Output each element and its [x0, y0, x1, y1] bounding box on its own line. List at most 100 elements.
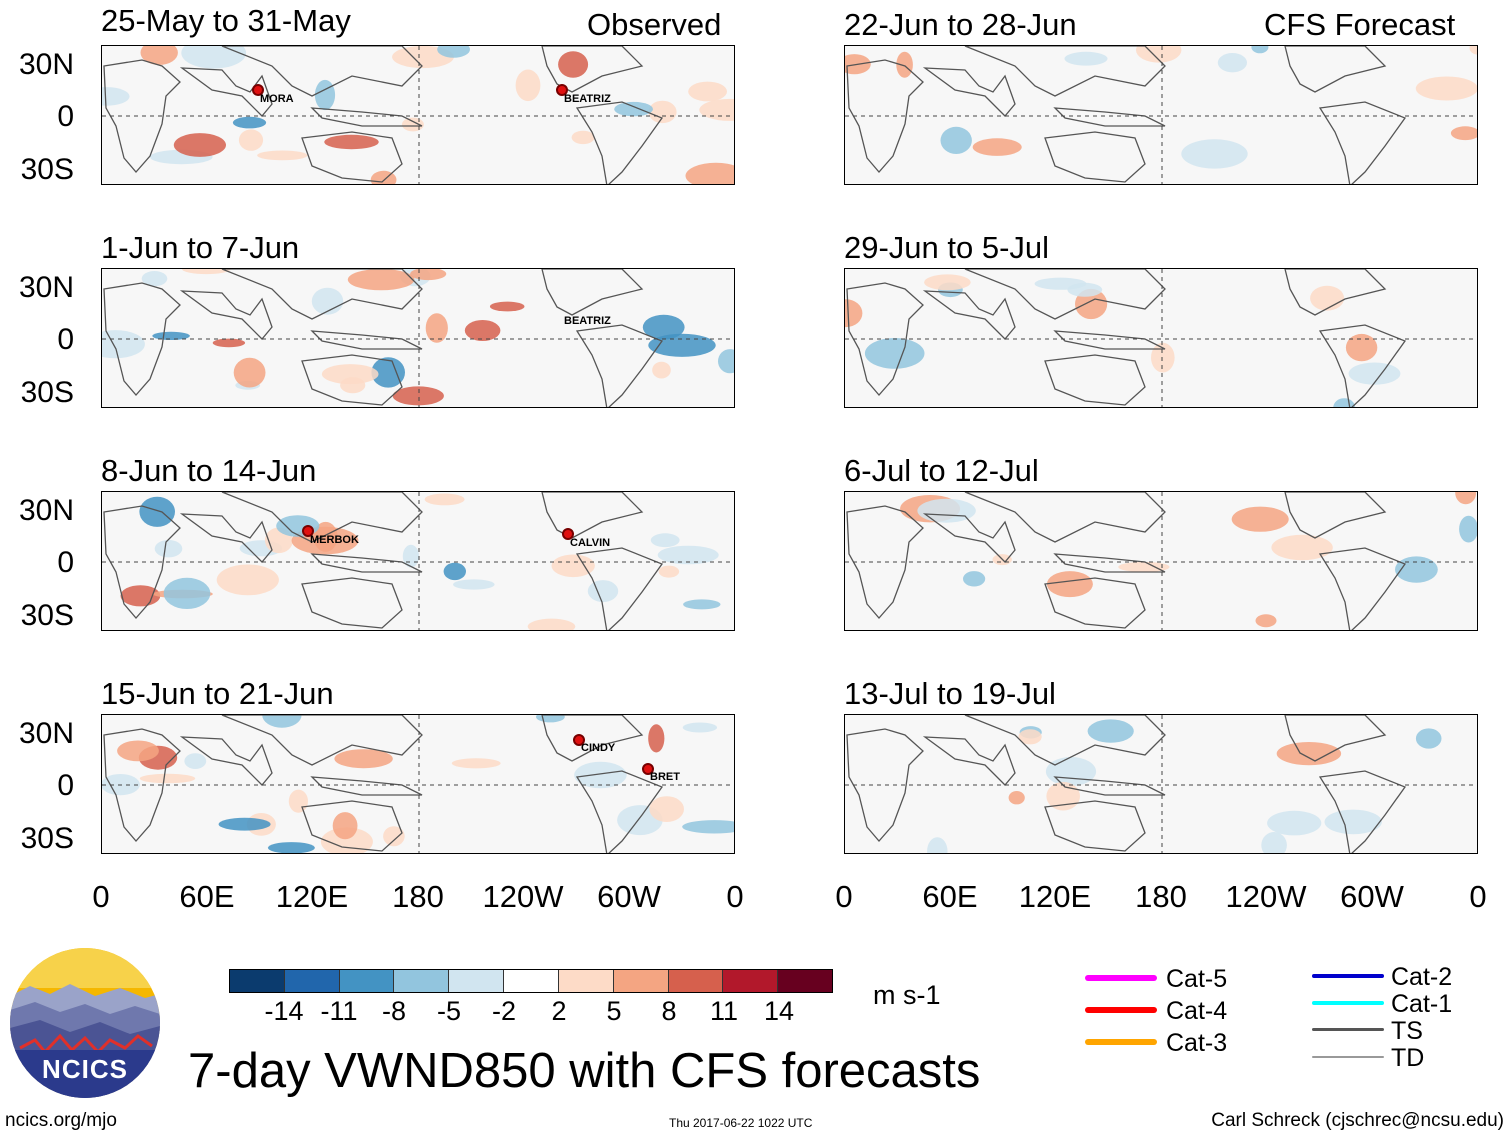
panel-title-fcst-1: 22-Jun to 28-Jun [844, 7, 1077, 42]
coastline [575, 101, 664, 184]
anomaly-blob [383, 826, 405, 847]
coastline [1284, 492, 1387, 539]
coastline [922, 67, 1016, 117]
colorbar-tick: 8 [661, 996, 677, 1026]
map-panel-fcst-1 [844, 45, 1478, 185]
anomaly-blob [685, 162, 734, 184]
anomaly-blob [642, 314, 685, 340]
map-panel-fcst-3 [844, 491, 1478, 631]
footer-url[interactable]: ncics.org/mjo [5, 1110, 117, 1131]
coastline [1044, 577, 1146, 629]
anomaly-blob [212, 338, 246, 348]
colorbar-units: m s-1 [873, 980, 941, 1010]
ylabel-30s: 30S [20, 153, 74, 186]
anomaly-blob [314, 79, 336, 111]
anomaly-blob [963, 571, 986, 587]
colorbar-tick: 11 [709, 996, 739, 1026]
anomaly-blob [141, 271, 168, 287]
panel-title-fcst-2: 29-Jun to 5-Jul [844, 230, 1050, 265]
colorbar-swatch-10 [778, 970, 832, 992]
colorbar-tick: 5 [606, 996, 622, 1026]
anomaly-blob [972, 138, 1022, 156]
anomaly-blob [614, 101, 653, 117]
anomaly-blob [864, 338, 925, 369]
coastline [1053, 330, 1166, 350]
anomaly-blob [1271, 534, 1333, 561]
coastline [922, 290, 1016, 340]
coastline [301, 354, 403, 406]
legend-line-cat1 [1312, 1001, 1384, 1005]
anomaly-blob [1310, 285, 1345, 311]
anomaly-blob [657, 545, 719, 565]
coastline [103, 505, 181, 619]
map-panel-obs-3 [101, 491, 735, 631]
anomaly-blob [1118, 561, 1170, 573]
anomaly-blob [232, 116, 267, 129]
anomaly-blob [1267, 810, 1322, 836]
anomaly-blob [1181, 139, 1248, 169]
anomaly-blob [1255, 614, 1277, 628]
coastline [1053, 553, 1166, 573]
coastline [310, 107, 423, 127]
anomaly-blob [262, 715, 302, 728]
ylabel-30n: 30N [18, 48, 74, 81]
colorbar-tick: 14 [763, 996, 795, 1026]
anomaly-blob [1459, 515, 1477, 543]
anomaly-blob [652, 361, 671, 379]
ylabel-0: 0 [57, 100, 74, 133]
legend-label-cat2: Cat-2 [1391, 963, 1453, 991]
logo-text: NCICS [42, 1054, 128, 1084]
anomaly-blob [683, 599, 721, 610]
legend-label-cat4: Cat-4 [1166, 997, 1228, 1025]
anomaly-blob [558, 51, 589, 78]
coastline [179, 67, 273, 117]
coastline [922, 513, 1016, 563]
anomaly-blob [718, 349, 734, 374]
coastline [1044, 354, 1146, 406]
anomaly-blob [1469, 46, 1477, 55]
anomaly-blob [1251, 46, 1269, 54]
anomaly-blob [551, 554, 595, 578]
map-svg [102, 46, 734, 184]
anomaly-blob [324, 134, 379, 150]
coastline [964, 715, 1166, 766]
colorbar-swatch-6 [558, 970, 614, 992]
coastline [1284, 269, 1387, 316]
anomaly-blob [321, 364, 379, 385]
xlabel-60e: 60E [179, 879, 235, 914]
coastline [1318, 547, 1407, 630]
xlabel-0-end: 0 [726, 879, 744, 914]
anomaly-blob [1046, 571, 1093, 598]
coastline [301, 800, 403, 852]
anomaly-blob [648, 100, 677, 124]
legend-label-ts: TS [1391, 1017, 1423, 1045]
map-panel-obs-1 [101, 45, 735, 185]
map-panel-fcst-4 [844, 714, 1478, 854]
xlabel-0: 0 [92, 879, 110, 914]
anomaly-blob [451, 758, 501, 769]
colorbar-swatch-1 [284, 970, 340, 992]
colorbar-swatch-7 [613, 970, 669, 992]
coastline [179, 513, 273, 563]
anomaly-blob [1261, 832, 1287, 853]
coastline [964, 46, 1166, 97]
anomaly-blob [347, 269, 415, 291]
legend-label-td: TD [1391, 1044, 1425, 1072]
coastline [179, 736, 273, 786]
ylabel-30n: 30N [18, 717, 74, 750]
anomaly-blob [1136, 46, 1182, 63]
coastline [103, 59, 181, 173]
anomaly-blob [1348, 362, 1401, 385]
anomaly-blob [648, 724, 665, 753]
ylabel-30n: 30N [18, 494, 74, 527]
anomaly-blob [181, 46, 247, 69]
anomaly-blob [1008, 791, 1025, 805]
coastline [1044, 800, 1146, 852]
colorbar-tick: -8 [381, 996, 407, 1026]
panel-title-obs-1: 25-May to 31-May [101, 3, 351, 38]
anomaly-blob [574, 761, 627, 789]
anomaly-blob [216, 564, 279, 596]
anomaly-blob [927, 837, 948, 853]
anomaly-blob [401, 117, 424, 132]
colorbar-tick: -11 [320, 996, 358, 1026]
